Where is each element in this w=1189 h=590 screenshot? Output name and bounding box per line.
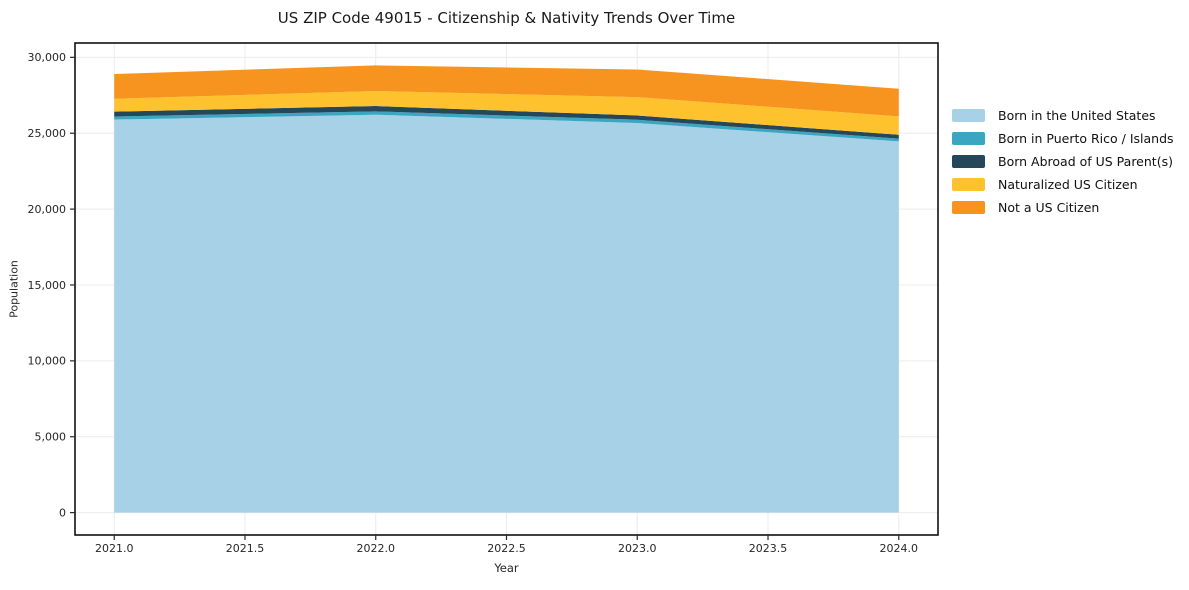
x-tick-label: 2021.5	[226, 542, 265, 555]
legend-item: Not a US Citizen	[952, 196, 1174, 219]
x-tick-label: 2023.5	[749, 542, 788, 555]
y-axis-label: Population	[7, 260, 21, 318]
legend-swatch-not-citizen	[952, 201, 985, 214]
legend-item: Born Abroad of US Parent(s)	[952, 150, 1174, 173]
x-tick-label: 2023.0	[618, 542, 657, 555]
y-tick-label: 0	[59, 506, 66, 519]
legend-swatch-born-in-us	[952, 109, 985, 122]
legend-label: Naturalized US Citizen	[998, 177, 1138, 192]
legend-label: Not a US Citizen	[998, 200, 1100, 215]
legend-swatch-born-abroad	[952, 155, 985, 168]
area-band-0	[114, 114, 899, 513]
y-tick-label: 30,000	[28, 51, 67, 64]
area-band-4	[114, 65, 899, 117]
legend-item: Born in the United States	[952, 104, 1174, 127]
area-band-3	[114, 91, 899, 135]
legend-label: Born in Puerto Rico / Islands	[998, 131, 1174, 146]
legend-item: Born in Puerto Rico / Islands	[952, 127, 1174, 150]
x-tick-label: 2022.5	[487, 542, 526, 555]
area-band-1	[114, 111, 899, 142]
legend-swatch-born-in-puerto-rico	[952, 132, 985, 145]
y-tick-label: 25,000	[28, 127, 67, 140]
legend: Born in the United States Born in Puerto…	[952, 104, 1174, 219]
legend-swatch-naturalized	[952, 178, 985, 191]
chart-title: US ZIP Code 49015 - Citizenship & Nativi…	[277, 9, 736, 27]
legend-item: Naturalized US Citizen	[952, 173, 1174, 196]
y-tick-label: 15,000	[28, 279, 67, 292]
x-tick-label: 2024.0	[880, 542, 919, 555]
legend-label: Born in the United States	[998, 108, 1156, 123]
y-tick-label: 5,000	[35, 431, 67, 444]
y-tick-label: 10,000	[28, 355, 67, 368]
y-tick-label: 20,000	[28, 203, 67, 216]
x-axis-label: Year	[494, 561, 519, 575]
legend-label: Born Abroad of US Parent(s)	[998, 154, 1173, 169]
x-tick-label: 2021.0	[95, 542, 134, 555]
x-tick-label: 2022.0	[356, 542, 395, 555]
area-band-2	[114, 106, 899, 139]
